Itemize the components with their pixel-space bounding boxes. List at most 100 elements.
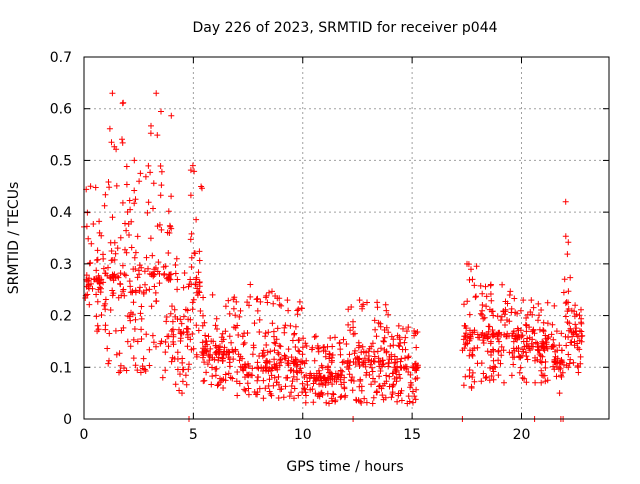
data-point (506, 349, 513, 356)
data-point (504, 317, 510, 323)
data-point (102, 306, 109, 313)
plot-border (83, 56, 610, 420)
data-point (397, 358, 404, 365)
data-point (254, 391, 261, 398)
data-point (407, 384, 414, 391)
data-point (346, 371, 353, 378)
x-tick-label: 10 (294, 427, 312, 443)
data-point (225, 297, 232, 304)
data-point (130, 266, 137, 273)
data-point (216, 346, 223, 353)
data-point (244, 330, 251, 336)
data-point (143, 331, 150, 338)
data-point (299, 380, 306, 387)
data-point (153, 90, 160, 97)
data-point (569, 333, 576, 340)
data-point (315, 367, 322, 374)
data-point (114, 245, 121, 252)
data-point (177, 371, 183, 378)
data-point (195, 327, 202, 334)
data-point (317, 390, 324, 397)
data-point (205, 333, 212, 340)
data-point (477, 310, 484, 317)
data-point (306, 372, 313, 379)
data-point (370, 375, 376, 382)
data-point (578, 320, 585, 327)
data-point (337, 346, 344, 353)
data-point (150, 205, 156, 212)
data-point (138, 303, 145, 310)
data-point (146, 362, 153, 369)
data-point (459, 347, 466, 354)
y-tick-label: 0.4 (50, 205, 72, 221)
data-point (110, 290, 117, 297)
data-point (187, 236, 194, 243)
data-point (309, 386, 316, 393)
data-point (567, 325, 574, 332)
data-point (174, 316, 181, 322)
data-point (404, 400, 411, 407)
data-point (262, 330, 269, 337)
data-point (296, 298, 303, 305)
data-point (179, 378, 186, 385)
data-point (523, 315, 530, 321)
data-point (378, 345, 384, 352)
data-point (468, 266, 474, 273)
data-point (477, 282, 484, 289)
data-point (538, 307, 545, 313)
data-point (352, 347, 358, 354)
data-point (200, 294, 207, 301)
data-point (269, 320, 276, 327)
data-point (336, 339, 343, 346)
data-point (577, 353, 584, 360)
data-point (266, 289, 272, 296)
data-point (282, 383, 289, 390)
data-point (154, 132, 161, 139)
data-point (242, 387, 249, 394)
data-point (517, 364, 524, 371)
data-point (172, 270, 179, 277)
data-point (483, 303, 490, 310)
data-point (357, 378, 364, 384)
data-point (502, 322, 508, 328)
data-point (183, 381, 190, 388)
data-point (131, 200, 138, 207)
data-point (553, 328, 560, 335)
data-point (132, 196, 139, 203)
data-point (193, 276, 199, 283)
data-point (93, 291, 100, 298)
data-point (368, 381, 375, 388)
data-point (254, 295, 261, 302)
data-point (136, 178, 143, 185)
data-point (574, 362, 581, 369)
data-point (338, 393, 345, 400)
data-point (376, 383, 382, 390)
data-point (234, 392, 241, 399)
data-point (313, 375, 320, 382)
data-point (309, 344, 316, 351)
data-point (138, 336, 145, 342)
data-point (545, 334, 552, 340)
data-point (167, 310, 174, 317)
data-point (271, 356, 278, 363)
y-tick-label: 0.5 (50, 153, 72, 169)
data-point (264, 299, 271, 306)
data-point (369, 400, 376, 407)
data-point (280, 394, 287, 401)
data-point (566, 320, 573, 327)
data-point (393, 367, 400, 374)
data-point (171, 306, 178, 313)
data-point (225, 354, 232, 361)
data-point (312, 390, 319, 397)
data-point (332, 334, 338, 341)
data-point (230, 356, 237, 363)
data-point (466, 276, 473, 283)
data-point (245, 391, 252, 398)
data-point (355, 344, 362, 351)
y-tick-label: 0.2 (50, 309, 72, 325)
data-point (213, 315, 220, 322)
data-point (94, 328, 101, 335)
data-point (157, 163, 164, 169)
data-point (123, 249, 130, 256)
data-point (337, 367, 344, 374)
